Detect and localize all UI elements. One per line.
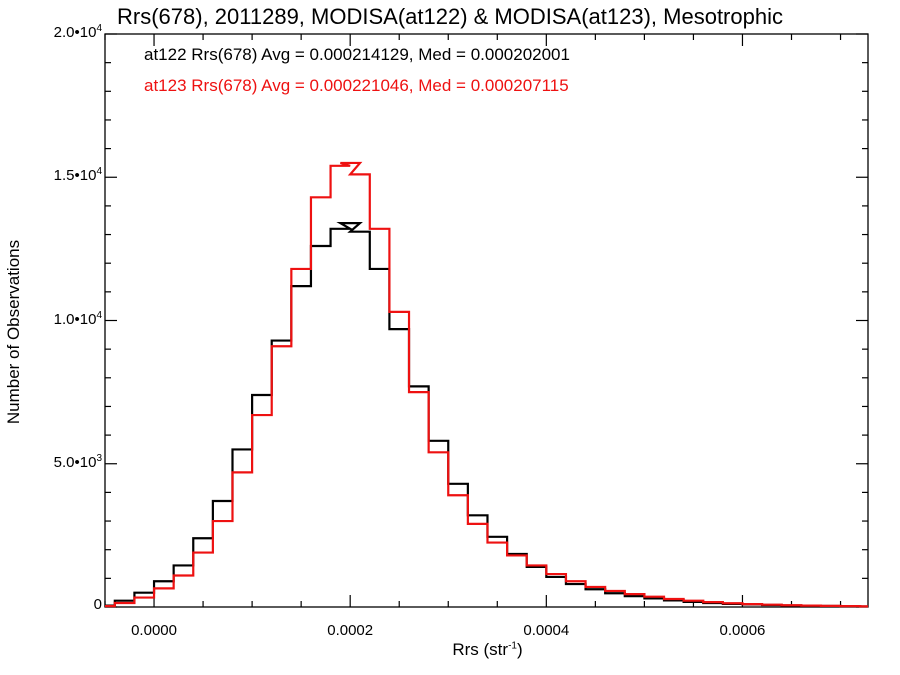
x-axis-label-sup: -1 xyxy=(508,640,517,652)
annotation-at122-text: at122 Rrs(678) Avg = 0.000214129, Med = … xyxy=(144,45,570,64)
y-tick-label: 2.0•104 xyxy=(54,23,102,41)
x-tick-label: 0.0006 xyxy=(719,622,766,639)
y-tick-mantissa: 1.0•10 xyxy=(53,310,97,328)
chart-title: Rrs(678), 2011289, MODISA(at122) & MODIS… xyxy=(117,4,783,29)
y-tick-exponent: 3 xyxy=(96,452,102,464)
annotation-at123-text: at123 Rrs(678) Avg = 0.000221046, Med = … xyxy=(144,76,569,95)
series-at122-line xyxy=(105,221,868,608)
y-tick-mantissa: 0 xyxy=(93,596,102,613)
y-tick-exponent: 4 xyxy=(96,23,102,34)
y-tick-label: 0 xyxy=(94,596,102,613)
annotation-at123: at123 Rrs(678) Avg = 0.000221046, Med = … xyxy=(144,76,569,96)
y-tick-exponent: 4 xyxy=(96,166,102,178)
x-axis-label-prefix: Rrs (str xyxy=(452,640,509,659)
y-tick-label: 5.0•103 xyxy=(54,453,102,471)
annotation-at122: at122 Rrs(678) Avg = 0.000214129, Med = … xyxy=(144,45,570,65)
series-at123-line xyxy=(105,161,868,608)
series-layer xyxy=(104,161,870,608)
y-tick-mantissa: 1.5•10 xyxy=(53,167,97,185)
x-tick-label: 0.0004 xyxy=(523,622,570,639)
x-axis-label: Rrs (str-1) xyxy=(0,640,900,660)
y-tick-mantissa: 5.0•10 xyxy=(53,453,97,471)
x-tick-label: 0.0000 xyxy=(131,622,177,639)
y-axis-label: Number of Observations xyxy=(4,239,23,425)
x-tick-label: 0.0002 xyxy=(327,622,374,639)
y-tick-mantissa: 2.0•10 xyxy=(53,24,97,41)
x-axis-label-suffix: ) xyxy=(516,640,523,659)
axis-ticks xyxy=(104,33,868,608)
y-tick-label: 1.0•104 xyxy=(54,310,102,328)
y-tick-exponent: 4 xyxy=(96,309,102,321)
y-tick-label: 1.5•104 xyxy=(54,166,102,184)
